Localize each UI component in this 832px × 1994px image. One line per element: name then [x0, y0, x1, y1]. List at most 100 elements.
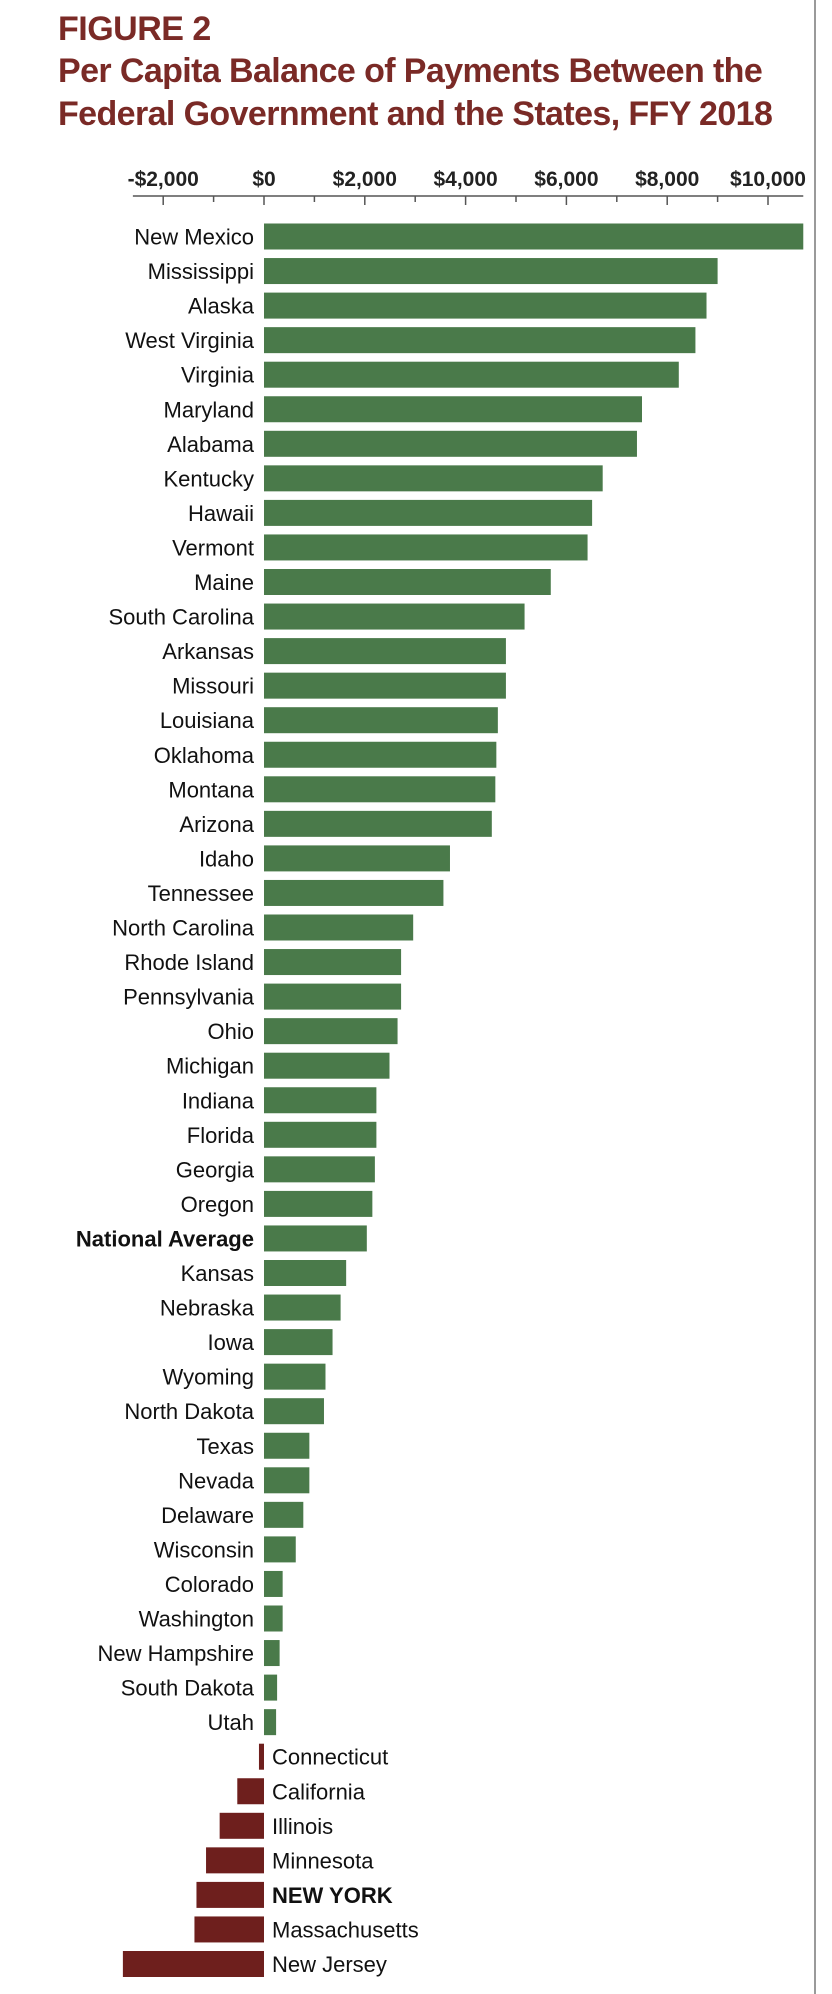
- category-label: Arizona: [179, 812, 254, 837]
- category-label: Maryland: [164, 397, 254, 422]
- figure-label: FIGURE 2: [58, 10, 211, 48]
- category-label: Pennsylvania: [123, 985, 255, 1010]
- bar: [264, 1432, 310, 1459]
- category-label: California: [272, 1779, 366, 1804]
- category-label: Connecticut: [272, 1745, 388, 1770]
- bar: [264, 499, 593, 526]
- bar: [206, 1847, 264, 1874]
- bar: [196, 1881, 264, 1908]
- category-label: Illinois: [272, 1814, 333, 1839]
- bar: [264, 1190, 373, 1217]
- category-label: New Hampshire: [98, 1641, 255, 1666]
- category-label: Vermont: [172, 535, 254, 560]
- bar: [264, 638, 506, 665]
- x-tick-label: $4,000: [433, 168, 497, 191]
- category-label: Idaho: [199, 846, 254, 871]
- category-label: Alaska: [188, 294, 255, 319]
- bar: [264, 465, 603, 492]
- x-axis: -$2,000 $0 $2,000 $4,000 $6,000 $8,000 $10,000: [128, 168, 806, 205]
- bar: [264, 1052, 390, 1079]
- x-tick-label: $10,000: [730, 168, 806, 191]
- bar: [264, 603, 525, 630]
- category-label: Rhode Island: [124, 950, 254, 975]
- bar: [264, 1570, 283, 1597]
- category-label: Nebraska: [160, 1296, 255, 1321]
- category-label: NEW YORK: [272, 1883, 393, 1908]
- bar: [264, 1329, 333, 1356]
- category-label: Massachusetts: [272, 1917, 419, 1942]
- bar: [264, 1605, 283, 1632]
- bar: [264, 1398, 324, 1425]
- category-label: Hawaii: [188, 501, 254, 526]
- category-label: South Dakota: [121, 1676, 255, 1701]
- bar: [264, 1087, 377, 1114]
- bar: [264, 949, 402, 976]
- category-label: Oklahoma: [154, 743, 255, 768]
- bar: [219, 1812, 264, 1839]
- category-label: Iowa: [208, 1330, 255, 1355]
- category-label: National Average: [76, 1226, 254, 1251]
- category-label: North Dakota: [124, 1399, 254, 1424]
- category-label: Ohio: [208, 1019, 254, 1044]
- bar: [264, 1225, 367, 1252]
- category-label: Florida: [187, 1123, 255, 1148]
- bar: [264, 569, 551, 595]
- category-labels: New Mexico Mississippi Alaska West Virginia…: [76, 225, 419, 1978]
- x-tick-label: -$2,000: [128, 168, 199, 191]
- category-label: Texas: [197, 1434, 254, 1459]
- bar: [264, 672, 506, 699]
- bar: [264, 396, 642, 423]
- x-tick-label: $0: [252, 168, 275, 191]
- category-label: Wisconsin: [154, 1537, 254, 1562]
- bar: [264, 430, 637, 457]
- bar: [264, 1467, 310, 1494]
- category-label: Indiana: [182, 1088, 255, 1113]
- bar: [264, 327, 696, 354]
- figure-title: Per Capita Balance of Payments Between t…: [58, 52, 773, 133]
- bar: [264, 1121, 377, 1148]
- bar: [264, 707, 498, 734]
- frame-border: [814, 0, 816, 1994]
- bar: [264, 1260, 347, 1286]
- category-label: Virginia: [181, 363, 255, 388]
- category-label: Oregon: [181, 1192, 254, 1217]
- bar: [264, 1156, 375, 1183]
- bar: [264, 361, 679, 388]
- category-label: Montana: [168, 777, 254, 802]
- bar: [264, 741, 497, 768]
- category-label: Mississippi: [148, 259, 254, 284]
- category-label: Utah: [208, 1710, 254, 1735]
- category-label: West Virginia: [125, 328, 255, 353]
- bar: [194, 1916, 264, 1943]
- category-label: Maine: [194, 570, 254, 595]
- category-label: Wyoming: [163, 1365, 255, 1390]
- x-tick-label: $6,000: [534, 168, 598, 191]
- category-label: Delaware: [161, 1503, 254, 1528]
- bar: [264, 1294, 341, 1321]
- x-tick-label: $2,000: [333, 168, 397, 191]
- bar: [264, 1536, 296, 1563]
- bar: [264, 914, 414, 941]
- bar: [122, 1951, 264, 1977]
- category-label: Georgia: [176, 1157, 255, 1182]
- category-label: New Mexico: [134, 225, 254, 250]
- bars: [122, 223, 804, 1977]
- category-label: Missouri: [172, 674, 254, 699]
- bar: [264, 223, 804, 250]
- bar: [258, 1743, 264, 1770]
- bar: [264, 810, 492, 837]
- category-label: Tennessee: [148, 881, 254, 906]
- bar: [264, 1709, 277, 1736]
- bar: [237, 1778, 264, 1805]
- bar: [264, 845, 450, 872]
- bar: [264, 1363, 326, 1390]
- category-label: Nevada: [178, 1468, 255, 1493]
- bar: [264, 1674, 278, 1701]
- category-label: Washington: [139, 1607, 254, 1632]
- bar: [264, 1640, 280, 1667]
- category-label: Kentucky: [164, 466, 255, 491]
- category-label: North Carolina: [112, 916, 255, 941]
- category-label: New Jersey: [272, 1952, 387, 1977]
